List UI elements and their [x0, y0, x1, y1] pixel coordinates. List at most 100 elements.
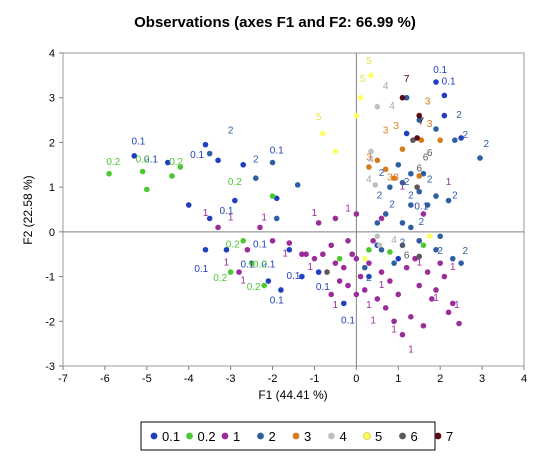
point-series-0-2	[336, 255, 343, 262]
point-series-0-1	[265, 278, 272, 284]
plot-frame	[62, 52, 525, 367]
point-label-series-2: 2	[452, 190, 458, 201]
point-series-1	[424, 269, 431, 275]
point-series-1	[328, 291, 335, 298]
x-tick-label: 0	[353, 373, 359, 385]
point-label-series-3: 3	[387, 172, 393, 183]
point-label-series-0-1: 0.1	[219, 206, 233, 217]
point-label-series-1: 1	[391, 324, 397, 335]
point-series-2	[391, 260, 397, 266]
point-series-5	[320, 130, 326, 137]
point-series-4	[368, 148, 374, 155]
point-label-series-0-2: 0.2	[106, 157, 120, 168]
point-series-1	[412, 255, 418, 262]
point-label-series-1: 1	[261, 213, 267, 224]
point-series-0-1	[395, 255, 402, 262]
point-label-series-7: 7	[404, 74, 410, 85]
point-label-series-4: 4	[368, 155, 374, 166]
point-series-4	[374, 103, 381, 110]
legend: 0.1 0.2 1 2 3 4 5 6 7	[150, 429, 453, 444]
point-series-1	[353, 291, 360, 298]
point-series-0-1	[164, 159, 171, 166]
legend-label-0-2: 0.2	[198, 429, 216, 444]
point-label-series-0-1: 0.1	[144, 155, 158, 166]
x-tick-label: -3	[226, 373, 236, 385]
point-label-series-2: 2	[419, 217, 425, 228]
point-series-0-2	[169, 173, 175, 179]
point-series-2	[269, 159, 276, 166]
point-series-3	[399, 146, 406, 152]
point-series-1	[299, 251, 305, 258]
point-series-0-2	[139, 168, 146, 175]
point-series-0-1	[240, 161, 247, 168]
point-label-series-1: 1	[333, 300, 339, 311]
points-layer	[106, 72, 483, 338]
x-tick-label: 3	[479, 373, 485, 385]
point-series-2	[420, 170, 427, 177]
y-tick-label: -3	[45, 361, 55, 373]
y-tick-label: 2	[49, 137, 55, 149]
point-label-series-3: 3	[366, 152, 372, 163]
point-series-2	[294, 182, 301, 188]
point-label-series-0-1: 0.1	[341, 316, 355, 327]
point-label-series-1: 1	[228, 213, 234, 224]
point-label-series-0-1: 0.1	[433, 65, 447, 76]
point-series-1	[382, 305, 389, 311]
point-series-3	[416, 173, 423, 179]
point-series-2	[399, 220, 406, 226]
point-label-series-0-2: 0.2	[136, 155, 150, 166]
point-series-6	[399, 242, 406, 249]
point-series-3	[391, 175, 397, 181]
x-tick-label: -5	[142, 373, 152, 385]
point-series-2	[433, 246, 439, 253]
point-series-0-1	[433, 79, 439, 85]
point-series-6	[416, 253, 423, 260]
point-series-1	[286, 240, 293, 246]
y-axis-title: F2 (22.58 %)	[21, 175, 35, 244]
point-series-1	[429, 296, 435, 302]
point-label-series-1: 1	[282, 248, 288, 259]
point-series-0-2	[261, 282, 267, 289]
point-series-0-1	[202, 141, 209, 148]
point-series-0-1	[202, 246, 209, 253]
point-series-7	[414, 135, 420, 141]
legend-marker-1	[221, 432, 229, 440]
point-label-series-2: 2	[437, 246, 443, 257]
point-series-1	[408, 314, 414, 320]
point-label-series-0-1: 0.1	[316, 282, 330, 293]
x-tick-label: 4	[521, 373, 527, 385]
point-series-2	[273, 215, 280, 222]
point-label-series-6: 6	[404, 251, 410, 262]
point-label-series-5: 5	[366, 56, 372, 67]
point-series-2	[403, 94, 410, 101]
point-series-2	[361, 264, 368, 271]
point-series-1	[303, 251, 309, 258]
x-axis-title: F1 (44.41 %)	[258, 388, 327, 402]
legend-marker-5	[363, 432, 371, 440]
point-label-series-2: 2	[427, 175, 433, 186]
point-label-series-0-2: 0.2	[213, 273, 227, 284]
point-series-1	[353, 211, 360, 217]
point-label-series-3: 3	[393, 172, 399, 183]
point-labels-layer: 0.10.10.10.10.1 0.1 0.10.10.10.10.1 0.10.10…	[106, 56, 489, 355]
point-label-series-0-1: 0.1	[131, 137, 145, 148]
point-series-2	[395, 161, 402, 168]
legend-marker-2	[257, 432, 264, 440]
point-series-1	[395, 291, 402, 298]
point-label-series-0-2: 0.2	[253, 260, 267, 271]
point-series-1	[387, 278, 393, 284]
point-series-6	[410, 137, 416, 143]
point-series-2	[424, 202, 431, 208]
x-tick-label: -7	[58, 373, 68, 385]
point-series-4	[374, 233, 381, 240]
point-label-series-2: 2	[400, 237, 406, 248]
point-label-series-0-1: 0.1	[253, 240, 267, 251]
point-label-series-2: 2	[463, 246, 469, 257]
legend-label-3: 3	[304, 429, 311, 444]
point-series-2	[378, 246, 385, 253]
point-label-series-4: 4	[366, 175, 372, 186]
point-label-series-2: 2	[484, 139, 490, 150]
point-label-series-1: 1	[312, 208, 318, 219]
point-label-series-0-1: 0.1	[270, 146, 284, 157]
point-series-0-1	[286, 246, 293, 253]
